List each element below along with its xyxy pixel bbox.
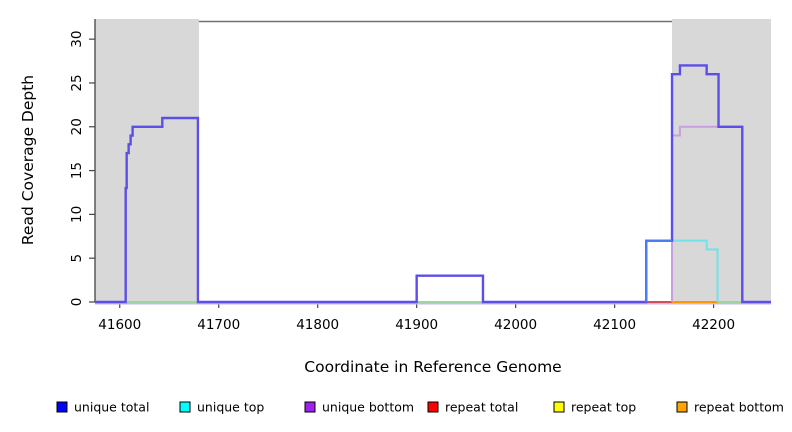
legend-swatch-unique-top (179, 401, 191, 413)
y-tick-label-20: 20 (69, 118, 85, 135)
series-unique-total (95, 64, 771, 304)
y-tick-label-15: 15 (69, 162, 85, 179)
y-tick-label-5: 5 (69, 254, 85, 263)
legend-swatch-repeat-bottom (676, 401, 688, 413)
legend-swatch-unique-bottom (304, 401, 316, 413)
series-unique-total-over-top (645, 239, 673, 302)
y-tick-label-0: 0 (69, 298, 85, 307)
legend-swatch-unique-total (56, 401, 68, 413)
x-tick-label-41900: 41900 (395, 317, 438, 333)
x-tick-label-42200: 42200 (692, 317, 735, 333)
x-tick-label-42000: 42000 (494, 317, 537, 333)
legend-swatch-repeat-total (427, 401, 439, 413)
series-unique-top (672, 239, 719, 302)
shaded-left-repeat-region (95, 19, 199, 302)
y-axis-label: Read Coverage Depth (19, 75, 37, 245)
x-axis-label: Coordinate in Reference Genome (304, 358, 561, 376)
shaded-right-repeat-region (672, 19, 771, 302)
legend-label-repeat-top: repeat top (571, 400, 636, 415)
x-tick-label-41600: 41600 (98, 317, 141, 333)
y-tick-label-25: 25 (69, 74, 85, 91)
legend-label-repeat-total: repeat total (445, 400, 518, 415)
x-tick-label-41700: 41700 (197, 317, 240, 333)
legend-label-unique-total: unique total (74, 400, 149, 415)
legend-label-unique-top: unique top (197, 400, 264, 415)
legend-label-repeat-bottom: repeat bottom (694, 400, 784, 415)
y-tick-label-10: 10 (69, 206, 85, 223)
x-tick-label-42100: 42100 (593, 317, 636, 333)
y-tick-label-30: 30 (69, 31, 85, 48)
x-tick-label-41800: 41800 (296, 317, 339, 333)
legend-swatch-repeat-top (553, 401, 565, 413)
legend-label-unique-bottom: unique bottom (322, 400, 414, 415)
